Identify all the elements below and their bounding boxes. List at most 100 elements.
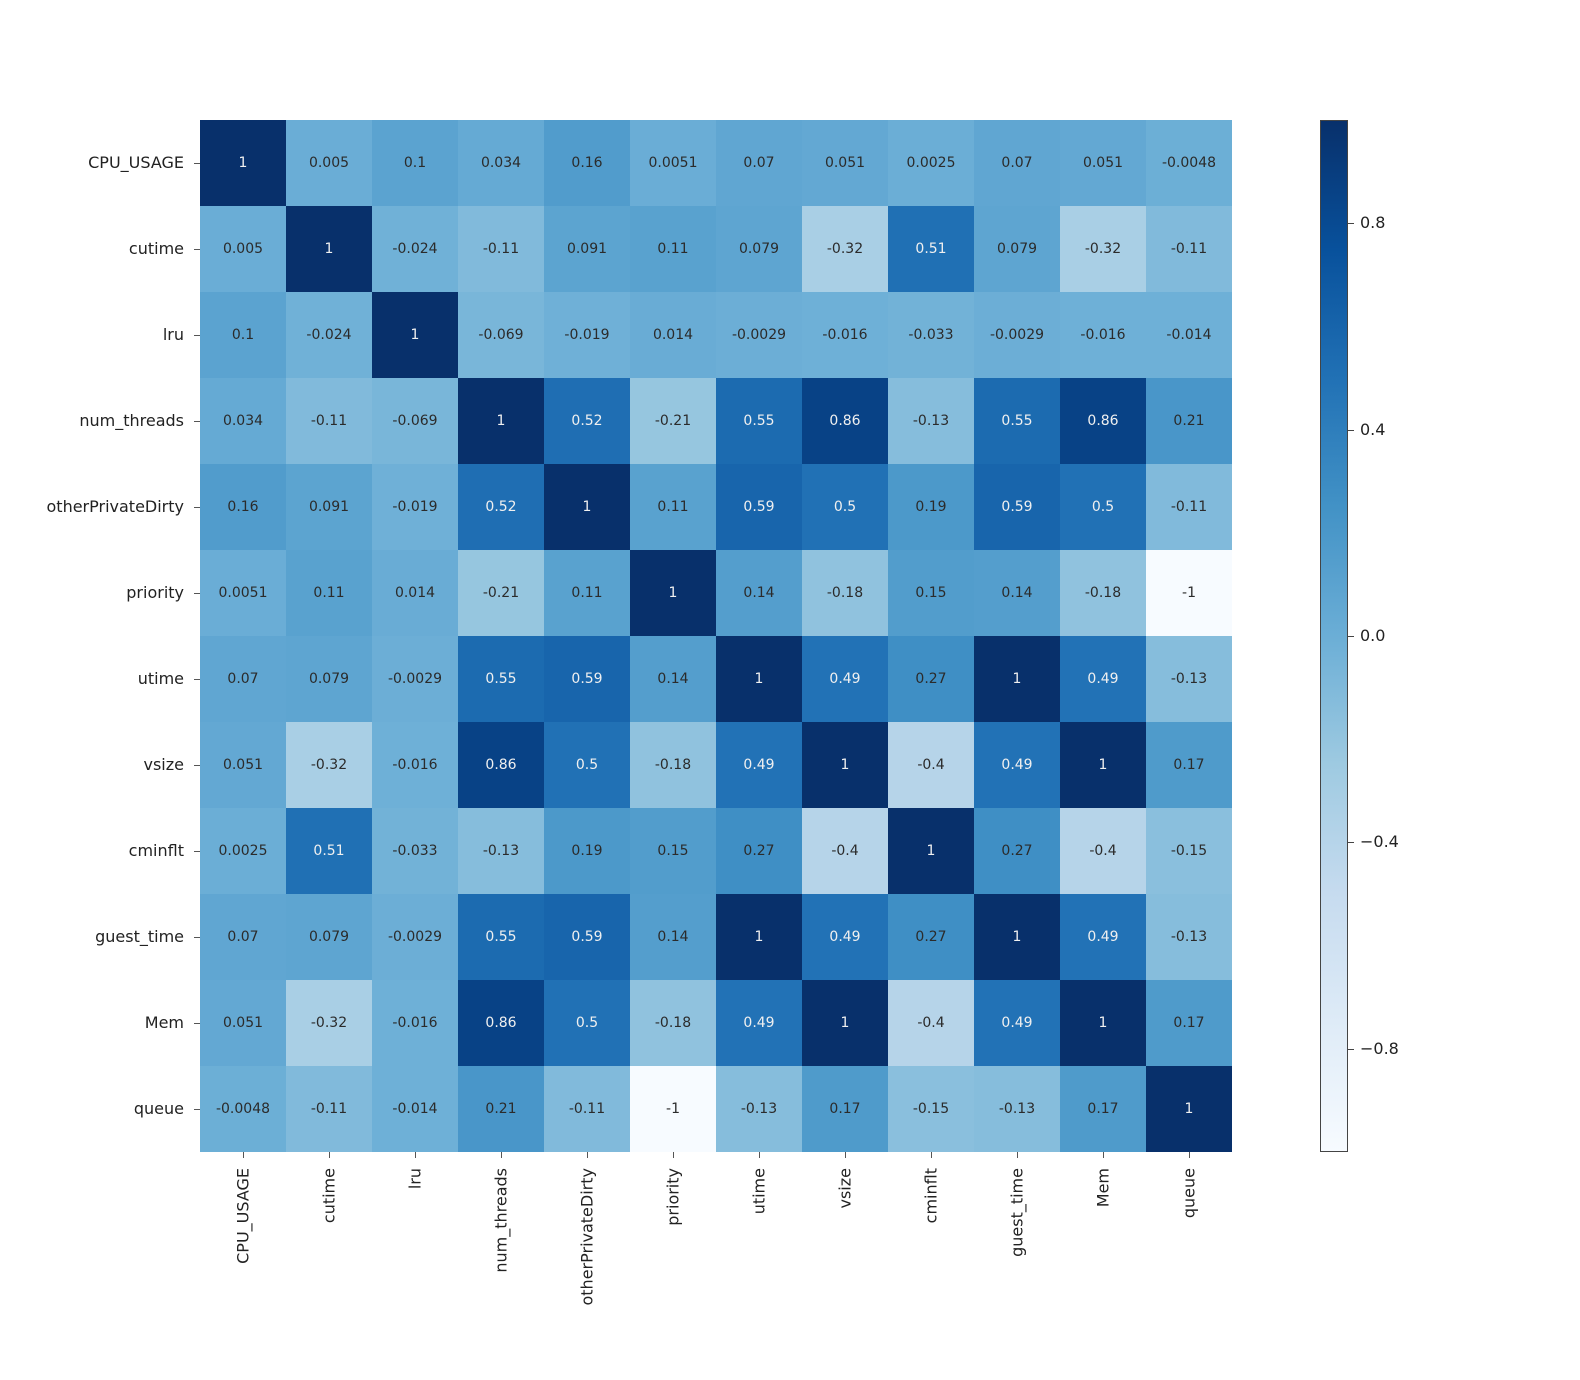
heatmap-cell: 0.11 [630,464,716,550]
heatmap-col-label: CPU_USAGE [234,1168,253,1264]
heatmap-cell: 0.27 [974,808,1060,894]
heatmap-cell: -0.11 [286,1066,372,1152]
x-tick [1017,1152,1018,1158]
heatmap-cell: 0.091 [544,206,630,292]
heatmap-cell: -0.016 [372,722,458,808]
heatmap-cell: -0.18 [802,550,888,636]
heatmap-cell: -0.32 [286,722,372,808]
heatmap-cell: 0.07 [716,120,802,206]
heatmap-row-label: cutime [129,239,184,258]
heatmap-cell: -0.019 [544,292,630,378]
y-tick [194,765,200,766]
heatmap-cell: -0.11 [544,1066,630,1152]
heatmap-cell: 0.5 [1060,464,1146,550]
heatmap-cell: 0.005 [286,120,372,206]
heatmap-cell: 0.051 [802,120,888,206]
heatmap-cell: 0.55 [974,378,1060,464]
y-tick [194,421,200,422]
heatmap-col-label: Mem [1094,1168,1113,1207]
colorbar-tick-label: −0.4 [1360,832,1399,851]
heatmap-cell: 0.07 [200,894,286,980]
heatmap-cell: 0.07 [974,120,1060,206]
heatmap-cell: 0.21 [1146,378,1232,464]
x-tick [759,1152,760,1158]
heatmap-cell: 0.15 [888,550,974,636]
heatmap-cell: -0.014 [372,1066,458,1152]
heatmap-cell: -0.0029 [372,636,458,722]
heatmap-cell: 1 [372,292,458,378]
heatmap-cell: -0.13 [974,1066,1060,1152]
heatmap-cell: 0.49 [716,980,802,1066]
heatmap-cell: 0.51 [888,206,974,292]
heatmap-cell: -0.4 [888,722,974,808]
heatmap-cell: -0.18 [630,722,716,808]
heatmap-col-label: vsize [836,1168,855,1209]
y-tick [194,1023,200,1024]
heatmap-cell: -0.019 [372,464,458,550]
heatmap-cell: 0.034 [200,378,286,464]
colorbar-tick [1348,842,1354,843]
heatmap-col-label: queue [1180,1168,1199,1218]
heatmap-cell: -0.069 [372,378,458,464]
heatmap-col-label: cutime [320,1168,339,1223]
heatmap-cell: -0.024 [372,206,458,292]
heatmap-col-label: num_threads [492,1168,511,1273]
heatmap-cell: 0.49 [802,894,888,980]
heatmap-cell: 0.86 [458,980,544,1066]
heatmap-cell: -0.014 [1146,292,1232,378]
heatmap-cell: 0.59 [544,636,630,722]
heatmap-cell: 0.079 [286,636,372,722]
heatmap-cell: 0.0025 [200,808,286,894]
heatmap-cell: 0.1 [200,292,286,378]
heatmap-cell: 0.19 [544,808,630,894]
heatmap-cell: 0.17 [1146,980,1232,1066]
heatmap-cell: 0.079 [974,206,1060,292]
heatmap-cell: 1 [1060,980,1146,1066]
heatmap-cell: -0.0029 [716,292,802,378]
heatmap-cell: 0.051 [1060,120,1146,206]
heatmap-col-label: priority [664,1168,683,1226]
heatmap-cell: 0.17 [1060,1066,1146,1152]
heatmap-cell: 0.86 [802,378,888,464]
heatmap-cell: 0.49 [974,980,1060,1066]
heatmap-cell: 0.079 [716,206,802,292]
heatmap-cell: 0.52 [458,464,544,550]
heatmap-cell: -0.11 [286,378,372,464]
heatmap-cell: 0.07 [200,636,286,722]
y-tick [194,507,200,508]
heatmap-cell: 0.49 [974,722,1060,808]
heatmap-cell: -0.11 [458,206,544,292]
colorbar [1320,120,1348,1152]
heatmap-cell: 1 [974,636,1060,722]
heatmap-cell: -0.0029 [372,894,458,980]
heatmap-cell: 0.55 [458,894,544,980]
heatmap-cell: 0.051 [200,980,286,1066]
heatmap-cell: -0.13 [1146,894,1232,980]
heatmap-row-label: guest_time [95,927,184,946]
heatmap-cell: -0.024 [286,292,372,378]
colorbar-tick [1348,636,1354,637]
heatmap-cell: 0.49 [1060,894,1146,980]
y-tick [194,851,200,852]
heatmap-cell: 1 [286,206,372,292]
y-tick [194,679,200,680]
colorbar-tick [1348,1049,1354,1050]
heatmap-cell: 1 [1146,1066,1232,1152]
heatmap-cell: -0.0048 [200,1066,286,1152]
heatmap-cell: 1 [974,894,1060,980]
heatmap-cell: -0.21 [458,550,544,636]
heatmap-cell: 0.14 [630,894,716,980]
x-tick [845,1152,846,1158]
heatmap-cell: 1 [544,464,630,550]
heatmap-cell: 0.16 [544,120,630,206]
heatmap-cell: 0.091 [286,464,372,550]
heatmap-cell: -0.069 [458,292,544,378]
heatmap-row-label: vsize [144,755,185,774]
heatmap-cell: 0.21 [458,1066,544,1152]
y-tick [194,163,200,164]
heatmap-col-label: cminflt [922,1168,941,1223]
heatmap-cell: 0.051 [200,722,286,808]
heatmap-cell: 0.59 [544,894,630,980]
heatmap-grid: 10.0050.10.0340.160.00510.070.0510.00250… [200,120,1232,1152]
x-tick [501,1152,502,1158]
